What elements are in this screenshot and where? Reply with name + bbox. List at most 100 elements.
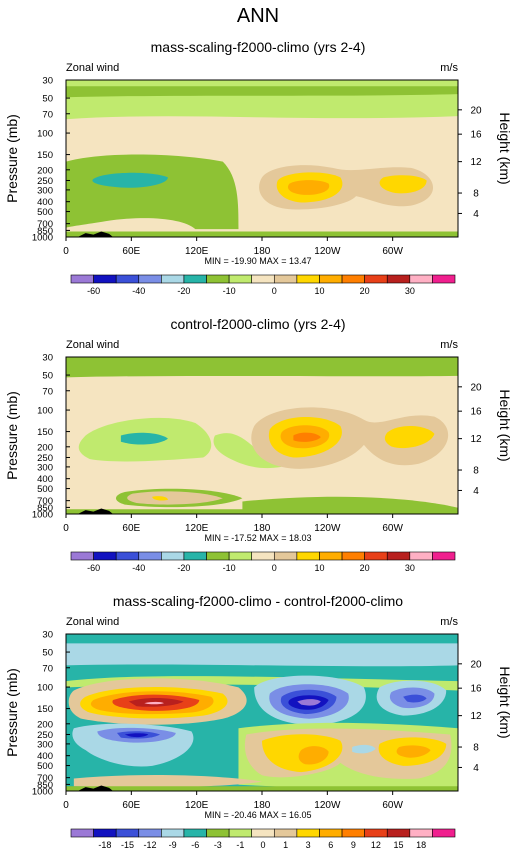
height-tick-label: 12 [470, 711, 482, 722]
contour-region [298, 746, 329, 765]
colorbar-swatch [319, 828, 343, 838]
colorbar-swatch [183, 551, 207, 561]
height-tick-label: 16 [470, 407, 482, 418]
colorbar-label: 10 [314, 563, 324, 573]
contour-region [66, 357, 458, 378]
colorbar-swatch [138, 551, 162, 561]
contour-field [66, 80, 458, 237]
colorbar-swatch [115, 828, 140, 838]
pressure-tick-label: 300 [37, 185, 53, 196]
min-max-label: MIN = -17.52 MAX = 18.03 [204, 533, 311, 543]
colorbar-label: 30 [405, 563, 415, 573]
contour-region [287, 180, 330, 195]
colorbar-swatch [364, 274, 388, 284]
colorbar-swatch [161, 274, 185, 284]
contour-region [120, 432, 168, 445]
colorbar-swatch [93, 551, 117, 561]
longitude-tick-label: 60E [122, 523, 140, 534]
pressure-tick-label: 500 [37, 761, 53, 772]
colorbar-label: -40 [132, 563, 145, 573]
min-max-label: MIN = -19.90 MAX = 13.47 [204, 256, 311, 266]
longitude-tick-label: 180 [254, 246, 271, 257]
pressure-tick-label: 100 [37, 129, 53, 140]
height-tick-label: 12 [470, 157, 482, 168]
colorbar-swatch [70, 828, 94, 838]
colorbar-swatch [432, 828, 456, 838]
colorbar-swatch [409, 551, 433, 561]
zonal-wind-label: Zonal wind [66, 616, 119, 628]
colorbar-swatch [228, 274, 253, 284]
colorbar-swatch [341, 551, 365, 561]
pressure-tick-label: 1000 [32, 510, 53, 521]
pressure-tick-label: 150 [37, 427, 53, 438]
pressure-tick-label: 150 [37, 704, 53, 715]
y-axis-label: Pressure (mb) [4, 114, 20, 203]
height-tick-label: 4 [473, 486, 479, 497]
units-label: m/s [440, 616, 458, 628]
pressure-tick-label: 200 [37, 719, 53, 730]
longitude-tick-label: 60W [382, 800, 403, 811]
contour-region [66, 643, 458, 667]
pressure-tick-label: 700 [37, 773, 53, 784]
longitude-tick-label: 120W [314, 246, 341, 257]
colorbar-swatch [409, 274, 433, 284]
pressure-tick-label: 850 [37, 226, 53, 237]
height-tick-label: 20 [470, 105, 482, 116]
longitude-tick-label: 0 [63, 246, 69, 257]
colorbar-swatch [251, 551, 275, 561]
colorbar-label: -60 [87, 563, 100, 573]
contour-region [92, 172, 168, 188]
colorbar-swatch [70, 274, 94, 284]
longitude-tick-label: 60W [382, 523, 403, 534]
colorbar-swatch [206, 551, 230, 561]
colorbar-label: 20 [360, 563, 370, 573]
pressure-tick-label: 150 [37, 150, 53, 161]
colorbar-label: -40 [132, 286, 145, 296]
pressure-tick-label: 70 [42, 663, 53, 674]
colorbar-swatch [319, 274, 343, 284]
colorbar-swatch [386, 274, 411, 284]
colorbar-label: 9 [351, 840, 356, 850]
colorbar-swatch [93, 274, 117, 284]
pressure-tick-label: 200 [37, 442, 53, 453]
height-tick-label: 16 [470, 130, 482, 141]
contour-region [66, 86, 458, 98]
pressure-tick-label: 850 [37, 780, 53, 791]
colorbar-swatch [273, 828, 298, 838]
panel-2: control-f2000-climo (yrs 2-4) Zonal wind m… [4, 316, 513, 573]
units-label: m/s [440, 339, 458, 351]
colorbar-swatch [432, 551, 456, 561]
pressure-tick-label: 400 [37, 751, 53, 762]
longitude-tick-label: 0 [63, 800, 69, 811]
pressure-tick-label: 400 [37, 197, 53, 208]
colorbar-label: 20 [360, 286, 370, 296]
colorbar-label: -12 [144, 840, 157, 850]
colorbar-swatch [70, 551, 94, 561]
colorbar-swatch [386, 551, 411, 561]
colorbar-label: 30 [405, 286, 415, 296]
pressure-tick-label: 30 [42, 353, 53, 364]
longitude-tick-label: 120E [185, 800, 209, 811]
pressure-tick-label: 70 [42, 109, 53, 120]
contour-region [144, 701, 164, 705]
colorbar-label: -15 [121, 840, 134, 850]
pressure-tick-label: 500 [37, 484, 53, 495]
height-tick-label: 20 [470, 659, 482, 670]
panel-3: mass-scaling-f2000-climo - control-f2000… [4, 593, 513, 850]
colorbar-label: 1 [283, 840, 288, 850]
colorbar-swatch [341, 274, 365, 284]
y-axis-label: Pressure (mb) [4, 668, 20, 757]
colorbar-swatch [296, 551, 320, 561]
height-tick-label: 4 [473, 763, 479, 774]
colorbar-swatch [115, 551, 140, 561]
contour-region [66, 786, 458, 791]
colorbar-label: 18 [416, 840, 426, 850]
panel-title: control-f2000-climo (yrs 2-4) [170, 316, 345, 332]
colorbar-swatch [296, 274, 320, 284]
pressure-tick-label: 400 [37, 474, 53, 485]
longitude-tick-label: 120E [185, 523, 209, 534]
height-tick-label: 20 [470, 382, 482, 393]
pressure-tick-label: 200 [37, 165, 53, 176]
height-tick-label: 8 [473, 743, 479, 754]
colorbar-swatch [183, 274, 207, 284]
